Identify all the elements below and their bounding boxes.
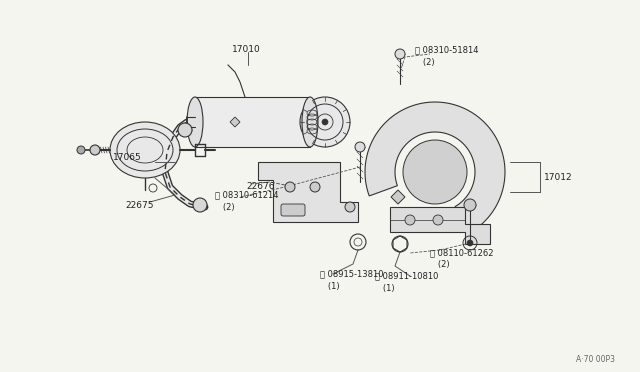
- FancyBboxPatch shape: [281, 204, 305, 216]
- Text: (1): (1): [375, 283, 395, 292]
- Text: ⒲ 08110-61262: ⒲ 08110-61262: [430, 248, 493, 257]
- Text: Ⓝ 08310-61214: Ⓝ 08310-61214: [215, 190, 278, 199]
- Circle shape: [285, 182, 295, 192]
- Circle shape: [405, 215, 415, 225]
- Circle shape: [355, 142, 365, 152]
- Text: (2): (2): [430, 260, 450, 269]
- Text: (2): (2): [215, 202, 235, 212]
- FancyBboxPatch shape: [195, 97, 310, 147]
- Text: 17012: 17012: [544, 173, 573, 182]
- Circle shape: [193, 198, 207, 212]
- Circle shape: [433, 215, 443, 225]
- Text: 22676: 22676: [246, 182, 275, 190]
- Text: (2): (2): [415, 58, 435, 67]
- Circle shape: [464, 199, 476, 211]
- Polygon shape: [365, 102, 505, 232]
- Text: Ⓦ 08915-13810: Ⓦ 08915-13810: [320, 269, 383, 279]
- Circle shape: [395, 49, 405, 59]
- Polygon shape: [230, 117, 240, 127]
- Text: Ⓝ 08911-10810: Ⓝ 08911-10810: [375, 272, 438, 280]
- Polygon shape: [391, 190, 405, 204]
- Text: 17065: 17065: [113, 153, 142, 161]
- Text: (1): (1): [320, 282, 340, 291]
- Polygon shape: [258, 162, 358, 222]
- Ellipse shape: [187, 97, 203, 147]
- Text: 22675: 22675: [125, 201, 154, 209]
- Circle shape: [77, 146, 85, 154]
- Text: Ⓝ 08310-51814: Ⓝ 08310-51814: [415, 45, 479, 55]
- Ellipse shape: [300, 97, 350, 147]
- Circle shape: [403, 140, 467, 204]
- Circle shape: [345, 202, 355, 212]
- Circle shape: [467, 240, 473, 246]
- Circle shape: [90, 145, 100, 155]
- Text: A·70 00P3: A·70 00P3: [576, 356, 615, 365]
- Circle shape: [310, 182, 320, 192]
- Ellipse shape: [110, 122, 180, 178]
- Polygon shape: [390, 207, 490, 244]
- Text: 17010: 17010: [232, 45, 260, 54]
- Ellipse shape: [302, 97, 318, 147]
- Circle shape: [178, 123, 192, 137]
- Ellipse shape: [322, 119, 328, 125]
